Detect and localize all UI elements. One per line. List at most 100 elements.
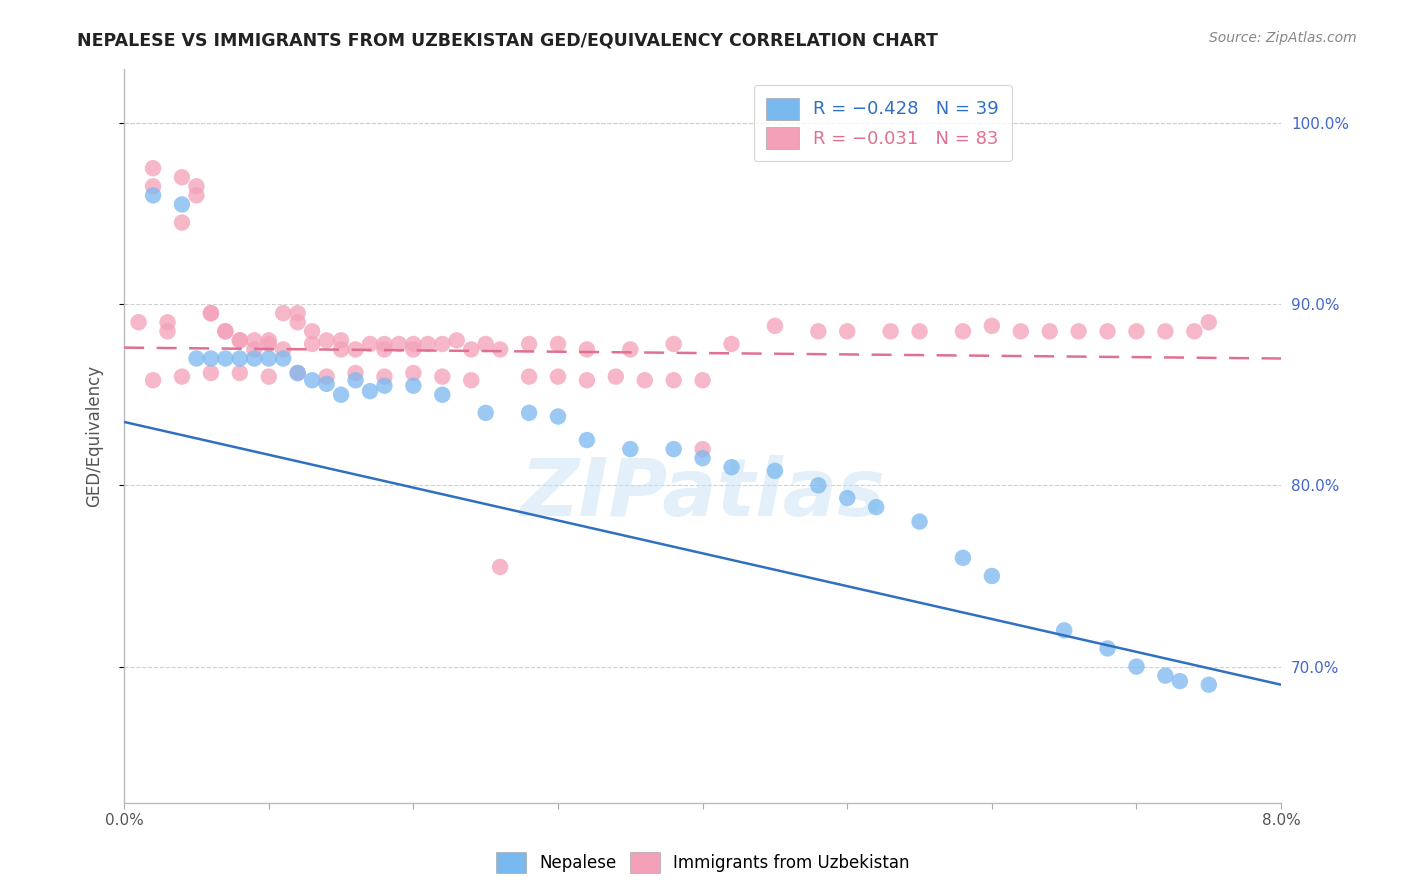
Point <box>315 376 337 391</box>
Point <box>229 366 252 380</box>
Point <box>662 442 685 456</box>
Point <box>432 337 454 351</box>
Point <box>287 315 309 329</box>
Point <box>1010 324 1032 338</box>
Point <box>301 373 323 387</box>
Point <box>257 334 280 348</box>
Point <box>432 369 454 384</box>
Point <box>344 373 367 387</box>
Point <box>547 337 569 351</box>
Point <box>142 188 165 202</box>
Point <box>908 515 931 529</box>
Point <box>1198 678 1220 692</box>
Point <box>229 334 252 348</box>
Point <box>301 324 323 338</box>
Point <box>402 378 425 392</box>
Point <box>619 343 641 357</box>
Point <box>330 343 353 357</box>
Point <box>388 337 411 351</box>
Point <box>271 351 294 366</box>
Point <box>952 550 974 565</box>
Point <box>720 460 742 475</box>
Point <box>200 351 222 366</box>
Point <box>474 337 496 351</box>
Point <box>373 337 395 351</box>
Point <box>243 343 266 357</box>
Point <box>128 315 150 329</box>
Point <box>402 366 425 380</box>
Point <box>763 464 786 478</box>
Point <box>692 451 714 466</box>
Point <box>1168 674 1191 689</box>
Point <box>156 315 179 329</box>
Legend: R = −0.428   N = 39, R = −0.031   N = 83: R = −0.428 N = 39, R = −0.031 N = 83 <box>754 85 1012 161</box>
Point <box>865 500 887 515</box>
Point <box>837 324 859 338</box>
Point <box>186 351 208 366</box>
Point <box>807 324 830 338</box>
Point <box>662 337 685 351</box>
Point <box>763 318 786 333</box>
Point <box>373 369 395 384</box>
Point <box>837 491 859 505</box>
Point <box>373 378 395 392</box>
Legend: Nepalese, Immigrants from Uzbekistan: Nepalese, Immigrants from Uzbekistan <box>489 846 917 880</box>
Text: NEPALESE VS IMMIGRANTS FROM UZBEKISTAN GED/EQUIVALENCY CORRELATION CHART: NEPALESE VS IMMIGRANTS FROM UZBEKISTAN G… <box>77 31 938 49</box>
Point <box>460 373 482 387</box>
Point <box>287 366 309 380</box>
Point <box>952 324 974 338</box>
Point <box>460 343 482 357</box>
Point <box>634 373 657 387</box>
Point <box>692 373 714 387</box>
Y-axis label: GED/Equivalency: GED/Equivalency <box>86 365 103 507</box>
Point <box>517 337 540 351</box>
Point <box>330 334 353 348</box>
Point <box>879 324 901 338</box>
Point <box>547 369 569 384</box>
Point <box>186 179 208 194</box>
Point <box>1039 324 1062 338</box>
Point <box>170 369 193 384</box>
Point <box>1198 315 1220 329</box>
Point <box>908 324 931 338</box>
Point <box>142 179 165 194</box>
Point <box>186 188 208 202</box>
Point <box>257 337 280 351</box>
Point <box>1053 624 1076 638</box>
Point <box>301 337 323 351</box>
Point <box>170 170 193 185</box>
Point <box>170 216 193 230</box>
Point <box>489 560 512 574</box>
Point <box>214 351 236 366</box>
Point <box>1097 324 1119 338</box>
Point <box>980 569 1002 583</box>
Point <box>142 373 165 387</box>
Point <box>720 337 742 351</box>
Point <box>229 351 252 366</box>
Point <box>517 406 540 420</box>
Point <box>416 337 439 351</box>
Point <box>271 343 294 357</box>
Point <box>271 306 294 320</box>
Point <box>1182 324 1205 338</box>
Point <box>214 324 236 338</box>
Point <box>402 337 425 351</box>
Point <box>257 351 280 366</box>
Point <box>142 161 165 176</box>
Point <box>517 369 540 384</box>
Point <box>287 306 309 320</box>
Point <box>200 306 222 320</box>
Point <box>200 366 222 380</box>
Point <box>1154 668 1177 682</box>
Point <box>170 197 193 211</box>
Point <box>692 442 714 456</box>
Point <box>1067 324 1090 338</box>
Point <box>432 388 454 402</box>
Point <box>1125 659 1147 673</box>
Point <box>214 324 236 338</box>
Text: ZIPatlas: ZIPatlas <box>520 455 886 533</box>
Point <box>446 334 468 348</box>
Point <box>344 366 367 380</box>
Point <box>359 337 381 351</box>
Point <box>373 343 395 357</box>
